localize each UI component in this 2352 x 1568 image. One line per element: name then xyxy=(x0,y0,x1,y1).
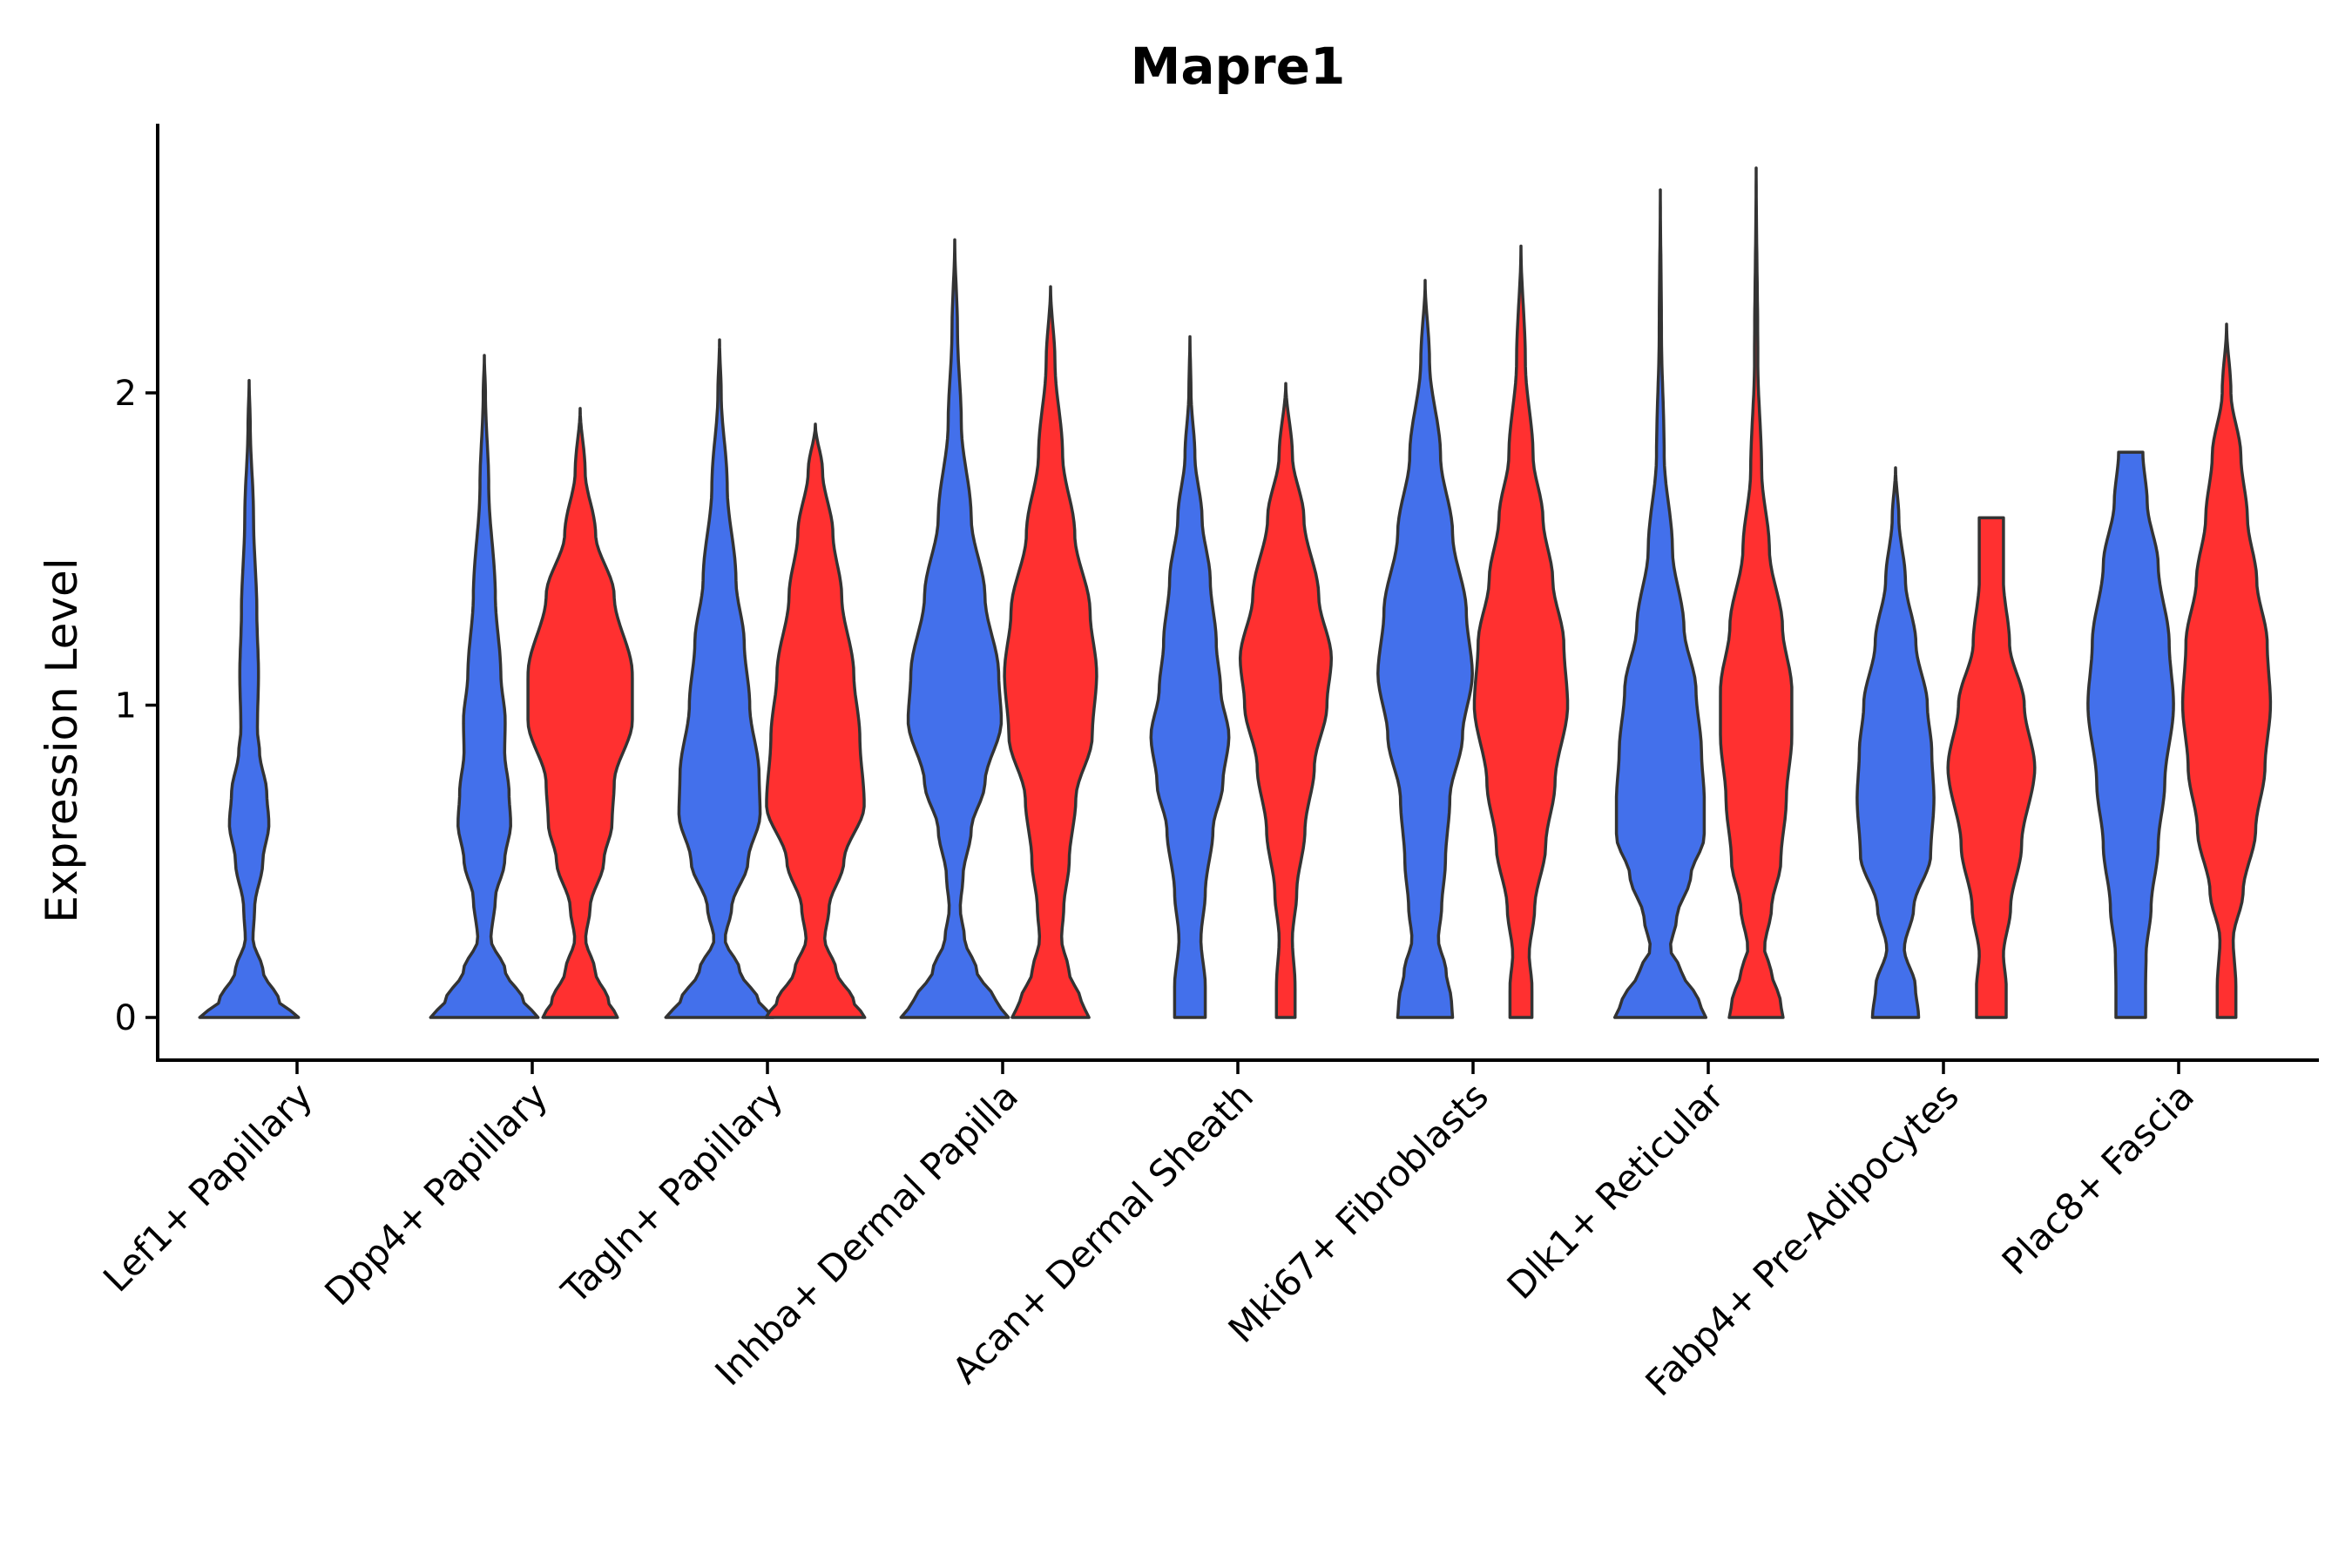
violin-red-2 xyxy=(764,422,867,1019)
y-tick-label: 1 xyxy=(115,686,137,727)
violin-blue-5 xyxy=(1376,279,1474,1019)
violin-blue-4 xyxy=(1149,335,1231,1019)
violin-red-3 xyxy=(1003,285,1098,1019)
violin-blue-3 xyxy=(899,238,1010,1019)
violin-blue-7 xyxy=(1855,466,1936,1019)
violin-blue-2 xyxy=(664,338,775,1019)
x-tick-label: Dlk1+ Reticular xyxy=(1499,1074,1733,1308)
y-tick-label: 0 xyxy=(115,998,137,1038)
y-axis-label: Expression Level xyxy=(37,558,87,923)
x-tick-label: Dpp4+ Papillary xyxy=(316,1074,556,1314)
violin-blue-8 xyxy=(2086,450,2175,1019)
violin-red-6 xyxy=(1719,166,1794,1019)
y-axis-ticks: 0 1 2 xyxy=(115,374,158,1038)
y-tick-label: 2 xyxy=(115,374,137,414)
chart-title: Mapre1 xyxy=(1131,37,1346,96)
violin-red-5 xyxy=(1472,244,1570,1019)
x-tick-label: Plac8+ Fascia xyxy=(1994,1074,2202,1282)
violin-blue-6 xyxy=(1612,188,1708,1019)
x-tick-label: Mki67+ Fibroblasts xyxy=(1220,1074,1497,1350)
x-tick-label: Tagln+ Papillary xyxy=(553,1074,791,1312)
violin-red-7 xyxy=(1946,516,2037,1019)
violin-red-1 xyxy=(526,407,634,1019)
violin-blue-0 xyxy=(198,378,301,1019)
violin-group xyxy=(198,166,2273,1019)
x-tick-label: Lef1+ Papillary xyxy=(95,1074,321,1300)
violin-blue-1 xyxy=(429,354,540,1019)
violin-red-8 xyxy=(2180,322,2273,1019)
violin-red-4 xyxy=(1238,382,1334,1019)
